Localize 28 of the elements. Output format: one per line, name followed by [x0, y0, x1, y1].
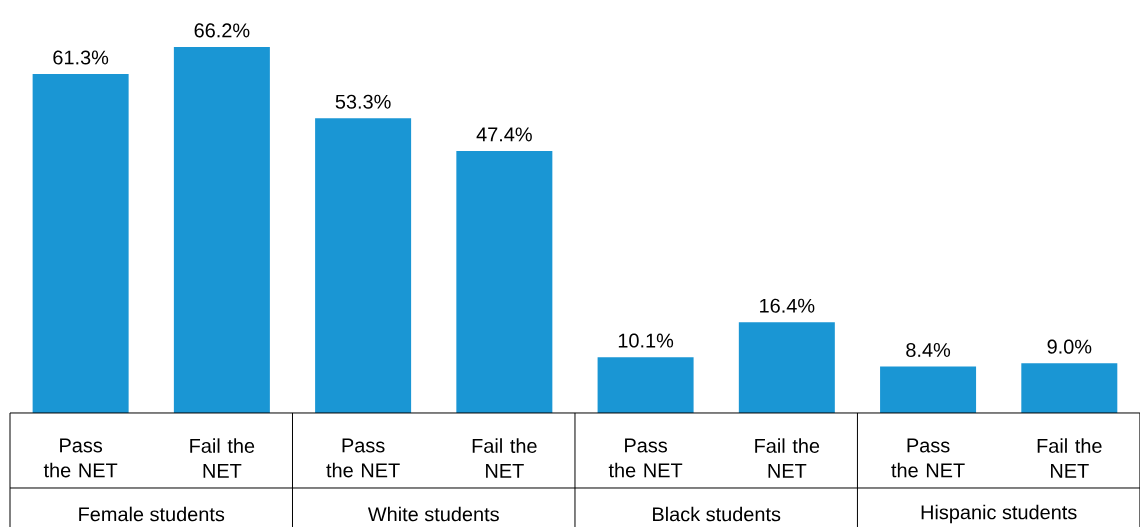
data-label: 53.3%: [335, 94, 391, 109]
x-tick-label: Pass the NET: [43, 438, 118, 478]
x-tick-label: Fail the NET: [190, 438, 255, 478]
data-label: 66.2%: [194, 23, 250, 38]
data-label: 8.4%: [906, 342, 951, 358]
bar: [738, 322, 835, 413]
text: Female students: [79, 506, 225, 522]
text: Black students: [653, 506, 781, 522]
x-tick-label: Fail the NET: [1037, 438, 1102, 478]
bar: [173, 46, 270, 413]
text: White students: [367, 506, 499, 522]
bar: [597, 357, 694, 413]
x-tick-label: Pass the NET: [608, 438, 683, 478]
x-tick-label: Pass the NET: [891, 438, 965, 478]
bar: [456, 150, 553, 413]
data-label: 9.0%: [1047, 339, 1092, 354]
bar: [315, 118, 412, 413]
text: Hispanic students: [921, 504, 1077, 524]
x-tick-label: Fail the NET: [755, 438, 820, 478]
data-label: 47.4%: [476, 127, 532, 142]
data-label: 61.3%: [53, 50, 109, 65]
data-label: 10.1%: [618, 333, 674, 348]
x-tick-label: Fail the NET: [472, 438, 537, 478]
bar: [1021, 363, 1118, 413]
x-tick-label: Pass the NET: [326, 438, 400, 478]
bar: [880, 366, 977, 413]
bar: [32, 74, 129, 413]
data-label: 16.4%: [760, 298, 815, 313]
